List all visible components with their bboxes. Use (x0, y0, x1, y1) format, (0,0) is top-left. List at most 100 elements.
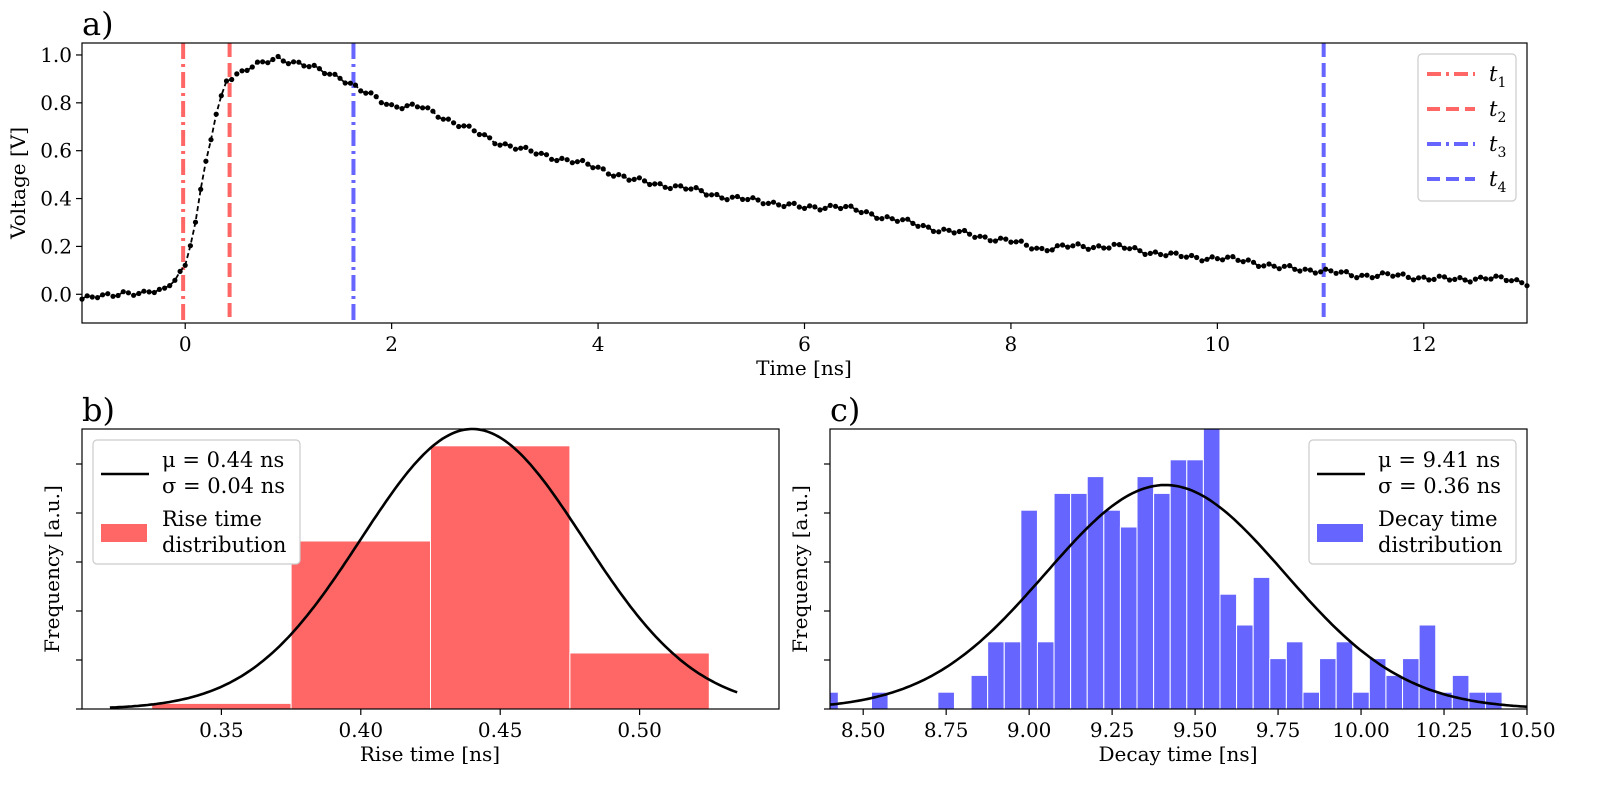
waveform-point (853, 207, 859, 213)
decay-time-gaussian-fit (829, 483, 1528, 708)
waveform-point (1127, 246, 1133, 252)
waveform-point (1462, 277, 1468, 283)
waveform-point (1498, 274, 1504, 280)
waveform-point (1039, 245, 1045, 252)
panel-a-y-ticks: 0.0 0.2 0.4 0.6 0.8 1.0 (40, 43, 82, 306)
waveform-point (1106, 245, 1112, 251)
waveform-point (1488, 276, 1494, 282)
waveform-point (270, 56, 276, 63)
waveform-point (378, 100, 384, 106)
x-tick-label: 9.50 (1173, 718, 1218, 742)
waveform-point (249, 64, 255, 70)
waveform-point (1369, 275, 1375, 281)
waveform-point (105, 291, 111, 297)
waveform-point (781, 203, 787, 210)
histogram-bar (1003, 641, 1022, 710)
waveform-point (1235, 257, 1241, 263)
waveform-point (1447, 277, 1453, 283)
waveform-point (982, 234, 988, 240)
panel-b-letter: b) (82, 391, 115, 429)
waveform-point (1421, 274, 1427, 280)
waveform-point (1343, 269, 1349, 275)
waveform-point (440, 116, 446, 122)
waveform-point (879, 216, 885, 222)
waveform-point (801, 205, 808, 211)
waveform-point (1410, 277, 1417, 283)
waveform-point (1111, 241, 1117, 247)
waveform-point (1147, 250, 1153, 256)
x-tick-label: 0.40 (339, 718, 384, 742)
histogram-bar (290, 540, 431, 710)
waveform-point (1090, 244, 1097, 251)
waveform-point (322, 70, 328, 77)
waveform-point (1328, 268, 1334, 274)
waveform-point (734, 193, 741, 200)
waveform-point (1467, 279, 1473, 285)
threshold-lines (181, 43, 1326, 323)
waveform-point (327, 71, 333, 77)
waveform-point (765, 200, 772, 206)
waveform-point (1065, 244, 1071, 250)
waveform-point (1493, 273, 1499, 279)
waveform-point (1116, 242, 1122, 248)
waveform-point (657, 181, 663, 187)
waveform-point (1287, 263, 1293, 269)
waveform-point (1395, 272, 1401, 278)
waveform-point (1013, 239, 1019, 245)
histogram-bar (1202, 428, 1221, 710)
waveform-point (1390, 273, 1396, 279)
waveform-point (1323, 266, 1329, 272)
x-tick-label: 10.50 (1498, 718, 1555, 742)
waveform-point (533, 151, 539, 157)
waveform-point (600, 166, 606, 172)
waveform-point (1121, 245, 1128, 251)
waveform-point (869, 211, 875, 217)
waveform-point (543, 152, 550, 158)
waveform-point (894, 218, 901, 224)
waveform-point (151, 289, 157, 296)
waveform-point (930, 228, 937, 234)
waveform-point (961, 227, 968, 234)
waveform-point (451, 120, 457, 126)
waveform-point (471, 128, 477, 134)
panel-c-legend-sigma: σ = 0.36 ns (1378, 474, 1501, 498)
y-tick-label: 0.0 (40, 282, 72, 306)
panel-b-y-ticks (76, 463, 82, 710)
waveform-point (399, 106, 405, 112)
waveform-point (724, 197, 730, 203)
waveform-point (156, 286, 162, 292)
x-tick-label: 9.25 (1090, 718, 1135, 742)
waveform-point (1245, 257, 1251, 263)
waveform-point (296, 59, 302, 65)
waveform-point (946, 227, 952, 233)
waveform-point (936, 229, 942, 235)
x-tick-label: 6 (798, 332, 811, 356)
waveform-point (507, 143, 513, 149)
waveform-point (234, 71, 240, 77)
waveform-point (487, 135, 493, 141)
panel-c-decay-time: c) 8.50 8.75 9.00 9.25 9.50 9.75 10.00 10.25 10.… (788, 391, 1556, 766)
waveform-point (1508, 278, 1515, 284)
waveform-point (827, 202, 833, 208)
waveform-point (100, 292, 106, 298)
waveform-point (1101, 245, 1107, 251)
histogram-bar (1053, 492, 1072, 710)
waveform-point (311, 62, 317, 68)
waveform-point (239, 68, 245, 74)
waveform-point (131, 292, 137, 298)
histogram-bar (569, 652, 710, 710)
waveform-point (389, 102, 395, 108)
histogram-bar (1302, 691, 1321, 710)
waveform-point (1359, 272, 1365, 278)
waveform-point (905, 216, 911, 222)
waveform-point (518, 145, 524, 151)
waveform-point (709, 192, 715, 198)
waveform-point (1276, 266, 1282, 272)
waveform-point (1096, 243, 1102, 249)
waveform-point (667, 185, 673, 192)
waveform-point (1158, 251, 1164, 258)
histogram-bar (1169, 459, 1188, 710)
waveform-point (884, 214, 890, 220)
waveform-point (115, 292, 121, 299)
